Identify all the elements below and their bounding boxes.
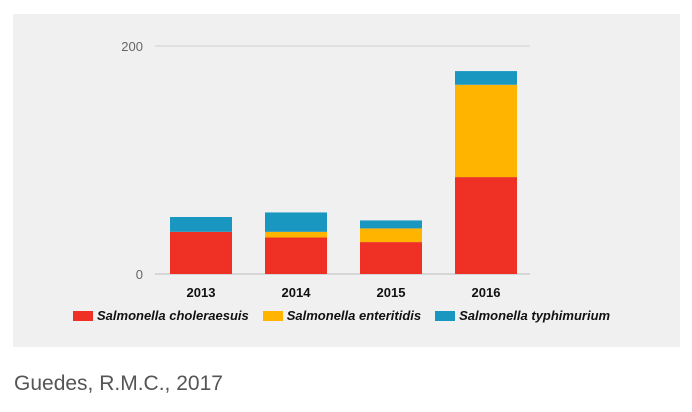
x-tick-label: 2014 bbox=[282, 285, 312, 300]
bar-segment bbox=[360, 220, 422, 229]
legend-swatch-typhimurium bbox=[435, 310, 456, 321]
bar-segment bbox=[360, 228, 422, 243]
bar-segment bbox=[265, 231, 327, 238]
legend-item-enteritidis: Salmonella enteritidis bbox=[262, 308, 422, 323]
legend-item-typhimurium: Salmonella typhimurium bbox=[435, 308, 610, 323]
bar-segment bbox=[455, 71, 517, 85]
bar-segment bbox=[265, 237, 327, 274]
bar-segment bbox=[455, 84, 517, 178]
chart-legend: Salmonella choleraesuis Salmonella enter… bbox=[73, 308, 610, 323]
bar-segment bbox=[170, 231, 232, 274]
x-tick-label: 2013 bbox=[187, 285, 216, 300]
legend-swatch-choleraesuis bbox=[73, 310, 93, 321]
bar-segment bbox=[455, 177, 517, 274]
bar-segment bbox=[265, 212, 327, 232]
legend-label-enteritidis: Salmonella enteritidis bbox=[286, 308, 422, 323]
legend-swatch-enteritidis bbox=[262, 310, 283, 321]
y-tick-label: 0 bbox=[136, 267, 143, 282]
legend-label-typhimurium: Salmonella typhimurium bbox=[459, 308, 611, 323]
x-tick-label: 2015 bbox=[377, 285, 406, 300]
bar-segment bbox=[170, 217, 232, 232]
bar-segment bbox=[360, 242, 422, 274]
legend-item-choleraesuis: Salmonella choleraesuis bbox=[73, 308, 249, 323]
legend-label-choleraesuis: Salmonella choleraesuis bbox=[97, 308, 249, 323]
source-caption: Guedes, R.M.C., 2017 bbox=[14, 372, 223, 395]
y-tick-label: 200 bbox=[121, 39, 143, 54]
chart-panel bbox=[13, 14, 680, 347]
x-tick-label: 2016 bbox=[472, 285, 501, 300]
